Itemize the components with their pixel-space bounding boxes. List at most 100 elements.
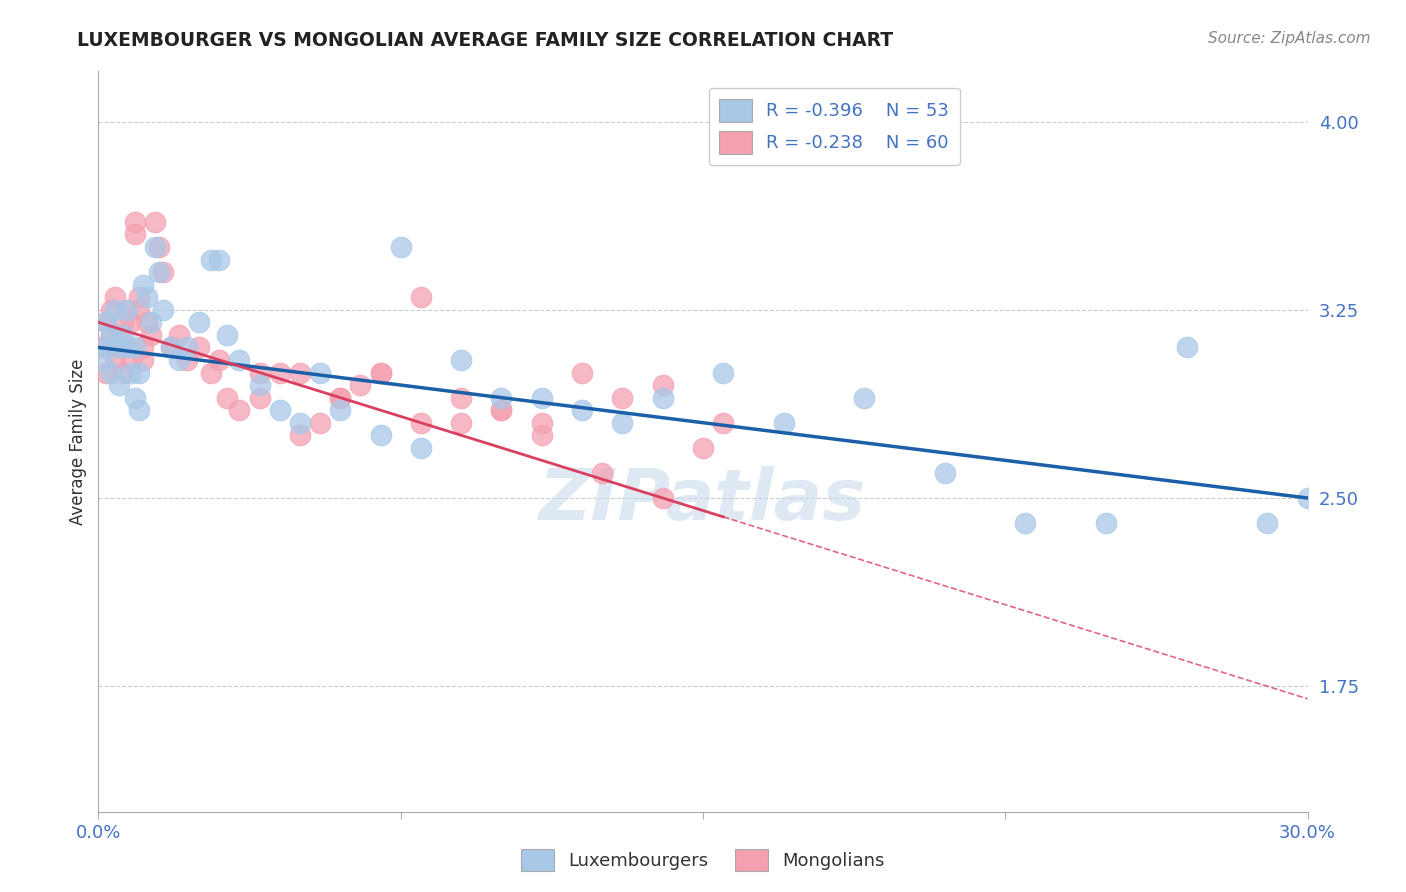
Point bbox=[96, 340, 118, 354]
Point bbox=[120, 353, 142, 368]
Point bbox=[115, 340, 138, 354]
Point bbox=[249, 391, 271, 405]
Point bbox=[111, 315, 134, 329]
Point bbox=[329, 391, 352, 405]
Point bbox=[1256, 516, 1278, 530]
Point bbox=[135, 290, 157, 304]
Point bbox=[200, 252, 222, 267]
Point bbox=[491, 403, 513, 417]
Point bbox=[450, 353, 472, 368]
Point bbox=[934, 466, 956, 480]
Point bbox=[591, 466, 613, 480]
Point bbox=[651, 491, 673, 505]
Point bbox=[612, 416, 634, 430]
Point bbox=[217, 327, 239, 342]
Point bbox=[329, 403, 352, 417]
Point bbox=[651, 378, 673, 392]
Point bbox=[100, 366, 122, 380]
Point bbox=[450, 391, 472, 405]
Point bbox=[160, 340, 183, 354]
Point bbox=[217, 391, 239, 405]
Point bbox=[124, 215, 146, 229]
Point bbox=[612, 391, 634, 405]
Point bbox=[530, 416, 553, 430]
Point bbox=[651, 391, 673, 405]
Point bbox=[100, 327, 122, 342]
Point bbox=[269, 366, 291, 380]
Point bbox=[115, 302, 138, 317]
Point bbox=[103, 290, 125, 304]
Point bbox=[96, 315, 118, 329]
Point bbox=[853, 391, 876, 405]
Point bbox=[772, 416, 794, 430]
Point bbox=[176, 353, 198, 368]
Point bbox=[107, 378, 129, 392]
Point bbox=[571, 403, 593, 417]
Point bbox=[188, 315, 211, 329]
Point bbox=[103, 353, 125, 368]
Point bbox=[115, 340, 138, 354]
Point bbox=[148, 265, 170, 279]
Point bbox=[208, 353, 231, 368]
Point bbox=[491, 391, 513, 405]
Point bbox=[96, 315, 118, 329]
Point bbox=[167, 327, 190, 342]
Point bbox=[409, 416, 432, 430]
Point bbox=[249, 378, 271, 392]
Point bbox=[288, 366, 311, 380]
Point bbox=[124, 227, 146, 242]
Point bbox=[370, 366, 392, 380]
Point bbox=[409, 441, 432, 455]
Point bbox=[288, 428, 311, 442]
Point bbox=[143, 240, 166, 254]
Point bbox=[100, 302, 122, 317]
Point bbox=[107, 340, 129, 354]
Point bbox=[124, 340, 146, 354]
Point bbox=[152, 302, 174, 317]
Point bbox=[167, 353, 190, 368]
Point bbox=[370, 428, 392, 442]
Point bbox=[132, 353, 155, 368]
Legend: Luxembourgers, Mongolians: Luxembourgers, Mongolians bbox=[515, 842, 891, 879]
Text: LUXEMBOURGER VS MONGOLIAN AVERAGE FAMILY SIZE CORRELATION CHART: LUXEMBOURGER VS MONGOLIAN AVERAGE FAMILY… bbox=[77, 31, 893, 50]
Point bbox=[269, 403, 291, 417]
Point bbox=[450, 416, 472, 430]
Point bbox=[309, 416, 332, 430]
Point bbox=[1296, 491, 1319, 505]
Point bbox=[370, 366, 392, 380]
Point bbox=[111, 366, 134, 380]
Point bbox=[711, 366, 734, 380]
Point bbox=[115, 302, 138, 317]
Legend: R = -0.396    N = 53, R = -0.238    N = 60: R = -0.396 N = 53, R = -0.238 N = 60 bbox=[709, 87, 960, 165]
Point bbox=[103, 302, 125, 317]
Point bbox=[91, 340, 114, 354]
Point bbox=[309, 366, 332, 380]
Point bbox=[128, 403, 150, 417]
Point bbox=[91, 353, 114, 368]
Point bbox=[100, 327, 122, 342]
Point bbox=[160, 340, 183, 354]
Point bbox=[1175, 340, 1198, 354]
Point bbox=[349, 378, 371, 392]
Point bbox=[148, 240, 170, 254]
Point bbox=[288, 416, 311, 430]
Point bbox=[120, 315, 142, 329]
Point bbox=[228, 403, 250, 417]
Point bbox=[1095, 516, 1118, 530]
Text: ZIPatlas: ZIPatlas bbox=[540, 467, 866, 535]
Point bbox=[176, 340, 198, 354]
Point bbox=[132, 340, 155, 354]
Point bbox=[128, 366, 150, 380]
Point bbox=[152, 265, 174, 279]
Point bbox=[132, 277, 155, 292]
Point bbox=[135, 315, 157, 329]
Point bbox=[228, 353, 250, 368]
Point bbox=[711, 416, 734, 430]
Point bbox=[124, 391, 146, 405]
Y-axis label: Average Family Size: Average Family Size bbox=[69, 359, 87, 524]
Point bbox=[208, 252, 231, 267]
Point bbox=[409, 290, 432, 304]
Point bbox=[143, 215, 166, 229]
Point bbox=[692, 441, 714, 455]
Point bbox=[249, 366, 271, 380]
